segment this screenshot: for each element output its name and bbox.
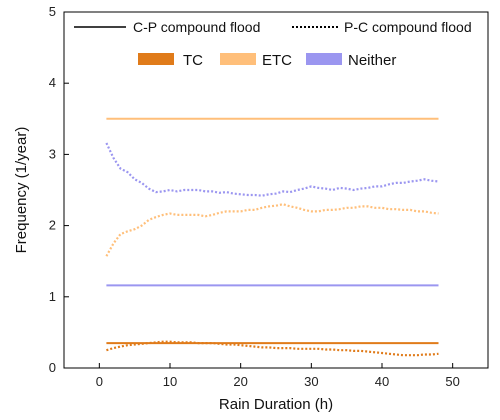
x-tick-label-40: 40 [375, 374, 389, 389]
legend-style-dotted-label: P-C compound flood [344, 19, 472, 35]
y-axis: 0 1 2 3 4 5 [49, 4, 69, 375]
y-tick-label-2: 2 [49, 218, 56, 233]
x-tick-label-20: 20 [233, 374, 247, 389]
legend-label-etc: ETC [262, 52, 292, 69]
plot-lines [105, 117, 439, 357]
y-tick-label-4: 4 [49, 75, 56, 90]
series-line-etc-pc [105, 203, 439, 257]
x-tick-label-50: 50 [445, 374, 459, 389]
y-axis-title: Frequency (1/year) [13, 127, 30, 254]
legend: C-P compound flood P-C compound flood TC… [74, 19, 472, 69]
y-tick-label-3: 3 [49, 146, 56, 161]
legend-label-tc: TC [183, 52, 203, 69]
x-tick-label-0: 0 [96, 374, 103, 389]
legend-label-neither: Neither [348, 52, 396, 69]
y-tick-label-5: 5 [49, 4, 56, 19]
plot-frame [63, 11, 489, 369]
x-tick-label-10: 10 [163, 374, 177, 389]
x-axis-title: Rain Duration (h) [219, 396, 333, 413]
y-tick-label-0: 0 [49, 360, 56, 375]
x-tick-label-30: 30 [304, 374, 318, 389]
x-axis: 0 10 20 30 40 50 [96, 363, 460, 389]
legend-swatch-etc [220, 53, 256, 65]
legend-swatch-neither [306, 53, 342, 65]
legend-style-solid-label: C-P compound flood [133, 19, 260, 35]
y-tick-label-1: 1 [49, 289, 56, 304]
series-line-neither-pc [105, 142, 439, 197]
series-line-tc-pc [106, 340, 439, 357]
legend-swatch-tc [138, 53, 174, 65]
